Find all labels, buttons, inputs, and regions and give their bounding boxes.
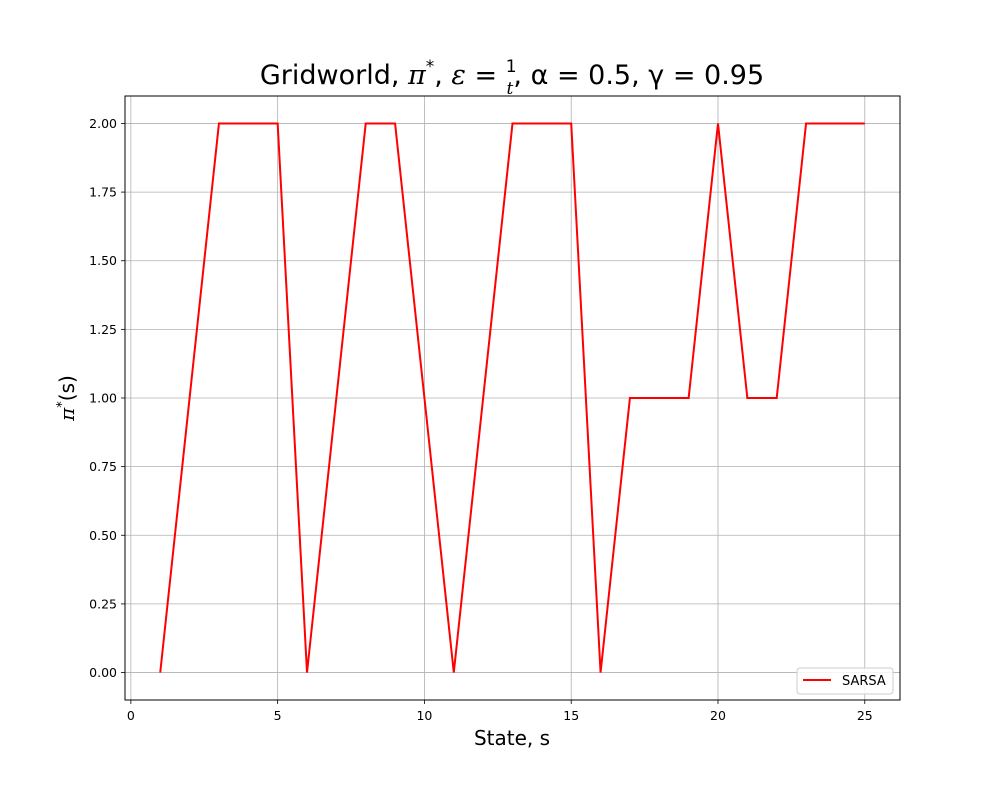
y-tick-label: 0.00 (89, 665, 117, 680)
y-tick-label: 1.00 (89, 391, 117, 406)
chart-title: Gridworld, π*, ε = 1 t, α = 0.5, γ = 0.95 (260, 57, 764, 99)
x-axis-label: State, s (474, 726, 550, 750)
x-tick-label: 5 (274, 708, 282, 723)
y-tick-label: 1.50 (89, 253, 117, 268)
x-tick-label: 25 (857, 708, 873, 723)
y-tick-label: 0.25 (89, 596, 117, 611)
legend: SARSA (796, 667, 894, 695)
legend-label-sarsa: SARSA (842, 674, 886, 689)
x-tick-label: 10 (416, 708, 432, 723)
legend-box (796, 667, 894, 695)
y-tick-label: 0.75 (89, 459, 117, 474)
y-tick-label: 1.75 (89, 185, 117, 200)
series-layer (159, 122, 865, 673)
x-tick-label: 0 (127, 708, 135, 723)
ticks: 0 5 10 15 20 25 0.00 0.25 0.50 0.75 1.00 1.25 1.50 1.… (89, 116, 873, 723)
y-tick-label: 2.00 (89, 116, 117, 131)
x-tick-label: 15 (563, 708, 579, 723)
y-tick-label: 1.25 (89, 322, 117, 337)
y-axis-label: π*(s) (55, 375, 79, 422)
series-line-sarsa (159, 122, 865, 673)
y-tick-label: 0.50 (89, 528, 117, 543)
x-tick-label: 20 (710, 708, 726, 723)
